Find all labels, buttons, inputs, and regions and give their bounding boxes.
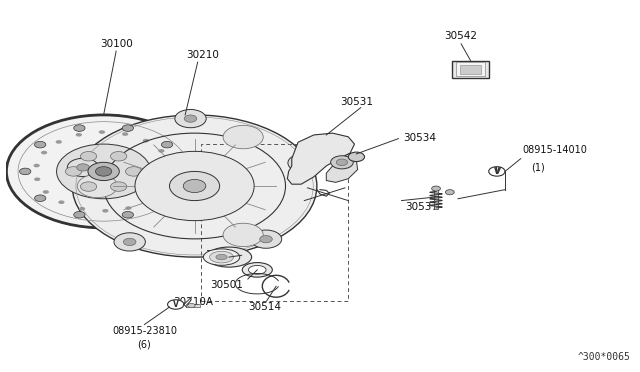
- Text: (1): (1): [531, 162, 545, 172]
- Circle shape: [114, 233, 145, 251]
- Circle shape: [143, 139, 149, 142]
- Circle shape: [43, 190, 49, 194]
- Circle shape: [6, 115, 201, 228]
- Circle shape: [58, 201, 65, 204]
- Bar: [452, 61, 489, 78]
- Ellipse shape: [216, 254, 227, 260]
- Circle shape: [122, 211, 134, 218]
- Ellipse shape: [207, 247, 252, 267]
- Text: 30537: 30537: [404, 202, 438, 212]
- Circle shape: [122, 125, 134, 131]
- Circle shape: [72, 115, 317, 257]
- Text: 30534: 30534: [403, 132, 436, 142]
- Ellipse shape: [242, 263, 273, 277]
- Text: 30531: 30531: [340, 96, 373, 106]
- Circle shape: [145, 199, 152, 203]
- Circle shape: [250, 230, 282, 248]
- Circle shape: [41, 151, 47, 154]
- Text: V: V: [173, 300, 179, 309]
- Bar: [434, 189, 438, 209]
- Circle shape: [67, 158, 99, 177]
- Circle shape: [65, 167, 82, 176]
- Text: ^300*0065: ^300*0065: [577, 352, 630, 362]
- Text: 30502: 30502: [205, 250, 239, 260]
- Text: (6): (6): [138, 339, 151, 349]
- Circle shape: [336, 159, 348, 166]
- Ellipse shape: [204, 249, 240, 265]
- Circle shape: [125, 167, 142, 176]
- Circle shape: [288, 154, 319, 172]
- Ellipse shape: [248, 266, 266, 274]
- Circle shape: [161, 141, 173, 148]
- Circle shape: [489, 167, 505, 176]
- Circle shape: [348, 152, 365, 161]
- Circle shape: [167, 162, 173, 166]
- Circle shape: [188, 304, 195, 308]
- Circle shape: [111, 182, 127, 191]
- Text: 08915-23810: 08915-23810: [112, 326, 177, 336]
- Circle shape: [81, 151, 97, 161]
- Circle shape: [431, 186, 440, 191]
- Text: 08915-14010: 08915-14010: [522, 145, 587, 155]
- Text: 30514: 30514: [248, 302, 282, 312]
- Text: 30542: 30542: [445, 31, 477, 41]
- Circle shape: [56, 144, 150, 199]
- Circle shape: [161, 195, 173, 202]
- Circle shape: [135, 151, 254, 221]
- Text: V: V: [494, 167, 500, 176]
- Polygon shape: [326, 153, 358, 182]
- Text: 30210: 30210: [186, 50, 219, 60]
- Circle shape: [74, 125, 85, 131]
- Circle shape: [95, 167, 112, 176]
- Circle shape: [35, 195, 46, 202]
- Circle shape: [74, 211, 85, 218]
- Circle shape: [76, 133, 82, 137]
- Circle shape: [445, 190, 454, 195]
- Circle shape: [77, 164, 90, 171]
- Circle shape: [168, 300, 184, 309]
- Ellipse shape: [210, 251, 234, 263]
- Circle shape: [331, 156, 353, 169]
- Circle shape: [33, 164, 40, 167]
- Circle shape: [20, 168, 31, 175]
- Circle shape: [102, 209, 108, 213]
- Circle shape: [99, 130, 105, 134]
- Circle shape: [298, 159, 310, 167]
- Circle shape: [125, 206, 132, 210]
- Bar: [186, 304, 200, 307]
- Circle shape: [34, 177, 40, 181]
- Circle shape: [124, 238, 136, 246]
- Circle shape: [56, 140, 62, 144]
- Circle shape: [88, 162, 119, 180]
- Circle shape: [168, 176, 173, 179]
- Circle shape: [260, 235, 272, 243]
- Bar: [456, 62, 485, 76]
- Polygon shape: [287, 133, 355, 184]
- Circle shape: [170, 171, 220, 201]
- Circle shape: [122, 132, 128, 136]
- Bar: [201, 144, 348, 301]
- Text: 30210A: 30210A: [173, 297, 213, 307]
- Circle shape: [160, 188, 166, 192]
- Circle shape: [183, 179, 206, 193]
- Text: 30100: 30100: [100, 39, 132, 49]
- Circle shape: [177, 168, 188, 175]
- Circle shape: [81, 182, 97, 191]
- Text: V: V: [494, 167, 500, 176]
- Text: 30501: 30501: [211, 280, 243, 290]
- Circle shape: [111, 151, 127, 161]
- Bar: [460, 65, 481, 74]
- Circle shape: [223, 223, 263, 247]
- Circle shape: [223, 125, 263, 149]
- Circle shape: [77, 174, 117, 198]
- Circle shape: [184, 115, 196, 122]
- Circle shape: [79, 207, 85, 211]
- Circle shape: [35, 141, 46, 148]
- Circle shape: [158, 149, 164, 153]
- Circle shape: [175, 109, 206, 128]
